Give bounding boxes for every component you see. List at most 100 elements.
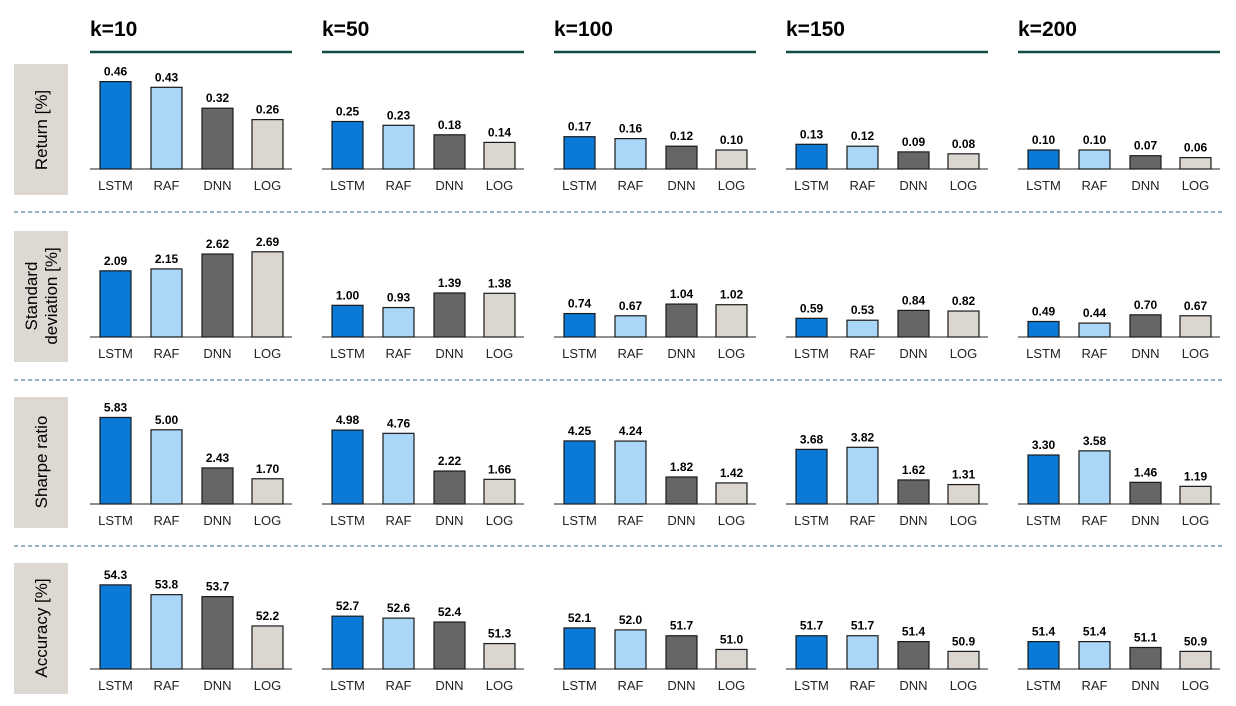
bar-log [251, 118, 284, 170]
tick-label-log: LOG [1182, 513, 1209, 528]
tick-label-log: LOG [718, 513, 745, 528]
bar-log [483, 642, 516, 670]
data-label: 1.70 [256, 462, 280, 476]
tick-label-dnn: DNN [899, 178, 927, 193]
tick-label-dnn: DNN [203, 513, 231, 528]
data-label: 4.25 [568, 424, 592, 438]
bar-dnn [433, 134, 466, 170]
data-label: 52.0 [619, 613, 643, 627]
tick-label-raf: RAF [154, 346, 180, 361]
tick-label-log: LOG [254, 513, 281, 528]
bar-raf [846, 446, 879, 505]
tick-label-dnn: DNN [1131, 178, 1159, 193]
bar-log [947, 483, 980, 505]
data-label: 0.13 [800, 127, 824, 141]
bar-dnn [665, 145, 698, 170]
column-title-k-50: k=50 [322, 18, 369, 41]
bar-lstm [99, 270, 132, 338]
tick-label-raf: RAF [1082, 346, 1108, 361]
bar-log [483, 292, 516, 338]
tick-label-lstm: LSTM [562, 513, 597, 528]
bar-lstm [563, 136, 596, 170]
data-label: 51.4 [1083, 625, 1107, 639]
data-label: 0.09 [902, 135, 926, 149]
row-label-line: deviation [%] [42, 247, 61, 344]
bar-dnn [1129, 481, 1162, 505]
tick-label-raf: RAF [386, 346, 412, 361]
column-title-k-150: k=150 [786, 18, 845, 41]
data-label: 0.12 [670, 129, 694, 143]
bar-dnn [201, 467, 234, 505]
bar-log [1179, 157, 1212, 170]
tick-label-raf: RAF [154, 513, 180, 528]
tick-label-dnn: DNN [203, 678, 231, 693]
data-label: 0.14 [488, 125, 512, 139]
tick-label-raf: RAF [850, 346, 876, 361]
data-label: 0.43 [155, 70, 179, 84]
tick-label-dnn: DNN [203, 346, 231, 361]
data-label: 4.98 [336, 413, 360, 427]
data-label: 1.66 [488, 462, 512, 476]
bar-lstm [563, 627, 596, 670]
bar-lstm [795, 143, 828, 170]
data-label: 0.10 [720, 133, 744, 147]
tick-label-log: LOG [718, 346, 745, 361]
bar-raf [614, 440, 647, 505]
bar-dnn [1129, 155, 1162, 170]
data-label: 0.26 [256, 103, 280, 117]
data-label: 51.3 [488, 627, 512, 641]
bar-dnn [433, 621, 466, 670]
tick-label-raf: RAF [618, 513, 644, 528]
tick-label-lstm: LSTM [1026, 513, 1061, 528]
tick-label-log: LOG [950, 513, 977, 528]
data-label: 0.17 [568, 120, 592, 134]
tick-label-raf: RAF [154, 678, 180, 693]
data-label: 1.82 [670, 460, 694, 474]
bar-log [1179, 650, 1212, 670]
bar-raf [1078, 641, 1111, 670]
data-label: 1.42 [720, 466, 744, 480]
data-label: 1.19 [1184, 469, 1208, 483]
tick-label-dnn: DNN [203, 178, 231, 193]
tick-label-raf: RAF [850, 178, 876, 193]
bar-raf [846, 635, 879, 670]
tick-label-dnn: DNN [435, 678, 463, 693]
bar-raf [382, 432, 415, 505]
data-label: 1.38 [488, 276, 512, 290]
tick-label-dnn: DNN [667, 678, 695, 693]
bar-dnn [665, 303, 698, 338]
tick-label-log: LOG [950, 678, 977, 693]
bar-dnn [897, 479, 930, 505]
bar-lstm [1027, 320, 1060, 338]
data-label: 53.8 [155, 578, 179, 592]
data-label: 2.15 [155, 252, 179, 266]
bar-lstm [1027, 641, 1060, 670]
data-label: 0.49 [1032, 304, 1056, 318]
data-label: 3.82 [851, 430, 875, 444]
bar-raf [1078, 450, 1111, 505]
tick-label-raf: RAF [386, 513, 412, 528]
data-label: 53.7 [206, 580, 230, 594]
data-label: 51.1 [1134, 630, 1158, 644]
bar-raf [614, 629, 647, 670]
tick-label-raf: RAF [1082, 513, 1108, 528]
tick-label-log: LOG [486, 513, 513, 528]
bar-dnn [201, 107, 234, 170]
data-label: 0.23 [387, 108, 411, 122]
data-label: 0.07 [1134, 139, 1158, 153]
bar-dnn [665, 635, 698, 670]
tick-label-lstm: LSTM [330, 513, 365, 528]
bar-lstm [99, 584, 132, 670]
data-label: 2.62 [206, 237, 230, 251]
bar-lstm [563, 312, 596, 338]
tick-label-lstm: LSTM [1026, 678, 1061, 693]
bar-lstm [331, 120, 364, 170]
column-title-k-200: k=200 [1018, 18, 1077, 41]
data-label: 2.09 [104, 254, 128, 268]
bar-raf [382, 124, 415, 170]
data-label: 0.46 [104, 65, 128, 79]
bar-dnn [665, 476, 698, 505]
data-label: 0.25 [336, 105, 360, 119]
row-label-3: Sharpe ratio [32, 416, 51, 509]
data-label: 0.10 [1032, 133, 1056, 147]
